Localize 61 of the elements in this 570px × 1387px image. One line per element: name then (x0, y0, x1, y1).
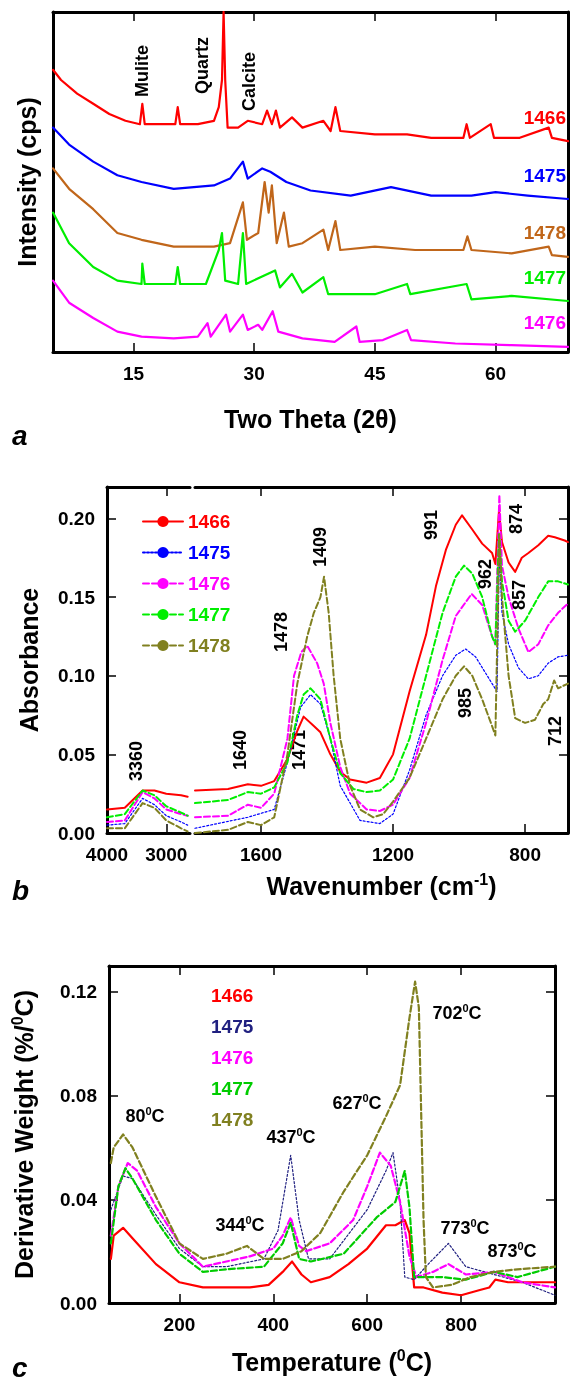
series-label: 1466 (523, 106, 566, 128)
x-tick-label: 200 (163, 1314, 196, 1335)
legend-label: 1476 (188, 573, 231, 594)
line-series (106, 797, 189, 826)
y-tick-label: 0.04 (60, 1188, 98, 1210)
line-series (106, 789, 189, 811)
line-series (109, 1218, 557, 1297)
series-label: 1478 (523, 222, 566, 244)
y-axis-title: Absorbance (14, 587, 43, 733)
annotation: 991 (421, 509, 441, 540)
series-label: 1477 (523, 266, 566, 288)
series-label: 1476 (523, 312, 566, 334)
annotation: Quartz (192, 36, 212, 94)
line-series (109, 980, 557, 1289)
annotation: Mulite (132, 45, 152, 97)
y-tick-label: 0.15 (58, 586, 96, 608)
text: 1477 (211, 1078, 254, 1099)
annotation: 1478 (271, 611, 291, 652)
x-tick-label: 1600 (239, 844, 283, 865)
y-tick-label: 0.05 (58, 743, 96, 765)
x-tick-label: 60 (485, 363, 507, 384)
y-tick-label: 0.10 (58, 665, 95, 687)
annotation: 1640 (230, 729, 250, 770)
annotation: 962 (475, 558, 495, 589)
annotation: 712 (545, 715, 565, 746)
y-tick-label: 0.00 (58, 822, 95, 844)
x-axis-title: Two Theta (2θ) (224, 404, 397, 433)
text: a (12, 419, 28, 451)
text: 1476 (211, 1047, 254, 1068)
y-tick-label: 0.08 (60, 1085, 97, 1107)
legend-label: 1477 (188, 604, 231, 625)
x-tick-label: 30 (243, 363, 265, 384)
y-axis-title: Intensity (cps) (12, 97, 41, 267)
text: c (12, 1351, 28, 1383)
x-tick-label: 600 (351, 1314, 384, 1335)
x-tick-label: 800 (509, 844, 541, 865)
text: b (12, 874, 30, 906)
legend-label: 1466 (188, 511, 231, 532)
annotation: 985 (455, 687, 475, 718)
annotation: 3360 (126, 740, 146, 781)
x-tick-label: 800 (445, 1314, 477, 1335)
legend-label: 1478 (188, 635, 231, 656)
y-tick-label: 0.20 (58, 507, 95, 529)
text: 1475 (211, 1016, 254, 1037)
y-tick-label: 0.12 (60, 981, 97, 1003)
x-tick-label: 4000 (85, 844, 129, 865)
legend-label: 1475 (188, 542, 231, 563)
series-label: 1475 (523, 164, 567, 186)
x-tick-label: 45 (364, 363, 386, 384)
annotation: 857 (509, 579, 529, 610)
x-tick-label: 15 (122, 363, 145, 384)
annotation: Calcite (239, 51, 259, 111)
y-tick-label: 0.00 (60, 1292, 97, 1314)
x-tick-label: 3000 (145, 844, 188, 865)
annotation: 1409 (310, 526, 330, 567)
text: 1466 (211, 985, 254, 1006)
y-axis-title: Derivative Weight (%/0C) (8, 989, 38, 1280)
annotation: 874 (506, 503, 526, 534)
text: 1478 (211, 1109, 254, 1130)
x-tick-label: 1200 (371, 844, 415, 865)
x-tick-label: 400 (257, 1314, 290, 1335)
